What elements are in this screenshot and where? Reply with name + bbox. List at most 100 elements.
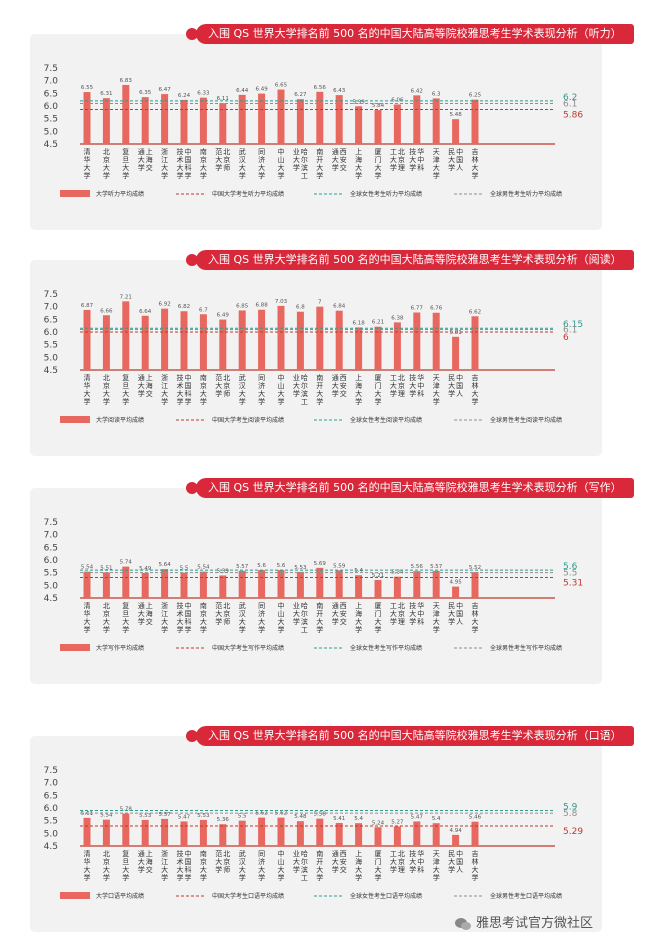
x-tick-label: 吉林大学	[472, 602, 479, 634]
bar	[199, 571, 207, 598]
x-tick-label: 中国人民大学	[448, 601, 463, 626]
reference-line-label: 5.29	[563, 827, 583, 837]
bar-value-label: 6.76	[430, 306, 443, 312]
x-tick-label: 华中科技大学	[409, 601, 424, 626]
x-tick-label: 南京大学	[200, 373, 207, 406]
footer-wechat: 雅思考试官方微社区	[454, 912, 593, 931]
bar-value-label: 6.82	[178, 304, 190, 310]
bar-value-label: 6.31	[100, 91, 112, 97]
legend-label: 中国大学考生口语平均成绩	[212, 892, 284, 900]
x-tick-label: 吉林大学	[472, 148, 479, 180]
bar	[199, 819, 207, 846]
x-tick-label: 华中科技大学	[409, 849, 424, 874]
bar-value-label: 5.57	[158, 812, 171, 818]
reference-line-label: 6.1	[563, 325, 577, 335]
x-tick-label: 天津大学	[433, 602, 440, 634]
bar-value-label: 5.6	[277, 563, 286, 569]
bar	[296, 821, 304, 846]
bar	[393, 826, 401, 846]
bar-value-label: 5.62	[255, 811, 267, 817]
bar	[374, 827, 382, 846]
bar	[83, 309, 91, 370]
bar-value-label: 5.53	[294, 565, 307, 571]
bar	[471, 572, 479, 598]
bar	[161, 569, 169, 598]
bar	[432, 570, 440, 598]
legend-label: 全球男性考生口语平均成绩	[490, 892, 562, 900]
bar-value-label: 5.69	[314, 561, 327, 567]
x-tick-label: 厦门大学	[375, 374, 382, 406]
bar-value-label: 7	[318, 300, 322, 306]
bar	[471, 99, 479, 144]
legend-label: 全球男性考生阅读平均成绩	[490, 416, 562, 424]
bar	[374, 326, 382, 370]
bar-value-label: 5.47	[411, 814, 424, 820]
bar-value-label: 5.51	[100, 565, 112, 571]
x-tick-label: 吉林大学	[472, 850, 479, 882]
x-tick-label: 哈尔滨工业大学	[293, 601, 308, 634]
x-tick-label: 复旦大学	[122, 849, 129, 882]
bar	[102, 572, 110, 598]
bar-value-label: 6.24	[178, 93, 191, 99]
x-tick-label: 上海交通大学	[138, 147, 153, 172]
x-tick-label: 中国科学技术大学	[177, 147, 192, 180]
bar-value-label: 5.24	[372, 820, 385, 826]
chart-title-reading: 入围 QS 世界大学排名前 500 名的中国大陆高等院校雅思考生学术表现分析（阅…	[186, 250, 634, 270]
y-tick-label: 4.5	[44, 842, 58, 852]
bar	[296, 311, 304, 370]
y-tick-label: 5.0	[44, 829, 59, 839]
bar	[83, 571, 91, 598]
bar-value-label: 5.41	[333, 816, 345, 822]
x-tick-label: 上海大学	[355, 373, 362, 406]
bar	[258, 570, 266, 598]
bar-value-label: 6.25	[469, 93, 482, 99]
x-tick-label: 华中科技大学	[409, 147, 424, 172]
bar-value-label: 5.56	[411, 564, 424, 570]
y-tick-label: 5.0	[44, 127, 59, 137]
chart-speaking: 7.5 7.0 6.5 6.0 5.5 5.0 4.5 5.61 清华大学 5.54 北京大学 5.7…	[44, 766, 584, 900]
footer-text: 雅思考试官方微社区	[476, 916, 594, 931]
bar	[161, 818, 169, 846]
bar-value-label: 6.56	[314, 85, 327, 91]
bar	[122, 566, 130, 598]
x-tick-label: 复旦大学	[122, 601, 129, 634]
y-tick-label: 5.5	[44, 341, 58, 351]
x-tick-label: 清华大学	[84, 373, 91, 406]
bar	[277, 817, 285, 846]
bar-value-label: 6.3	[432, 91, 441, 97]
bar	[180, 311, 188, 370]
bar	[277, 89, 285, 144]
y-tick-label: 5.0	[44, 581, 59, 591]
legend-bar-swatch	[60, 892, 90, 899]
x-tick-label: 上海交通大学	[138, 849, 153, 874]
x-tick-label: 复旦大学	[122, 373, 129, 406]
bar	[335, 95, 343, 144]
y-tick-label: 7.0	[44, 77, 59, 87]
bar-value-label: 6.88	[255, 303, 268, 309]
y-tick-label: 6.5	[44, 89, 58, 99]
y-tick-label: 5.5	[44, 569, 58, 579]
x-tick-label: 天津大学	[433, 850, 440, 882]
bar	[277, 305, 285, 370]
bar	[335, 570, 343, 598]
chart-writing: 7.5 7.0 6.5 6.0 5.5 5.0 4.5 5.54 清华大学 5.51 北京大学 5.7…	[44, 518, 583, 652]
bar-value-label: 6.85	[236, 303, 249, 309]
x-tick-label: 北京师范大学	[215, 147, 230, 172]
x-tick-label: 南开大学	[316, 147, 323, 180]
bar-value-label: 6.7	[199, 307, 208, 313]
y-tick-label: 6.0	[44, 102, 59, 112]
bar	[180, 572, 188, 598]
x-tick-label: 北京师范大学	[215, 601, 230, 626]
x-tick-label: 南开大学	[316, 601, 323, 634]
legend-label: 全球女性考生口语平均成绩	[350, 892, 422, 900]
bar-value-label: 6.64	[139, 309, 152, 315]
bar-value-label: 5.61	[81, 811, 93, 817]
bar-value-label: 5.64	[158, 562, 171, 568]
bar-value-label: 6.21	[372, 320, 384, 326]
x-tick-label: 吉林大学	[472, 374, 479, 406]
bar	[374, 110, 382, 144]
x-tick-label: 厦门大学	[375, 850, 382, 882]
x-tick-label: 西安交通大学	[332, 373, 347, 398]
bar	[355, 106, 363, 144]
bar-value-label: 6.18	[352, 320, 365, 326]
